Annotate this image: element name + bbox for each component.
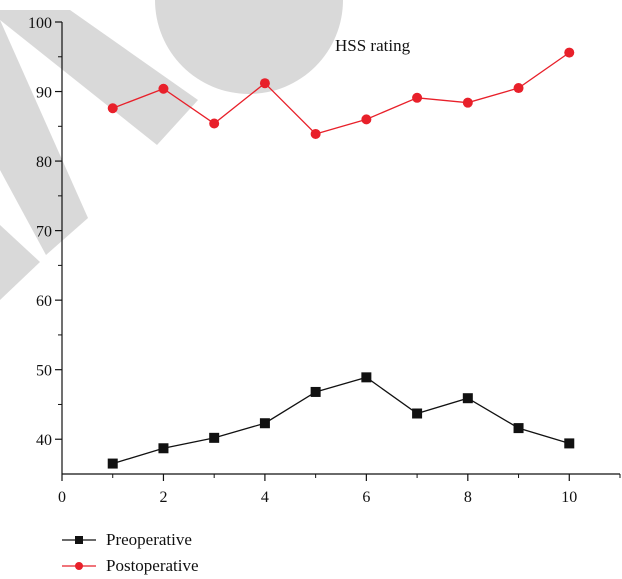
x-tick-label-10: 10 bbox=[561, 489, 577, 506]
legend-item-postoperative: Postoperative bbox=[62, 553, 199, 579]
point-preoperative-4 bbox=[259, 418, 270, 429]
point-preoperative-3 bbox=[209, 432, 220, 443]
point-preoperative-6 bbox=[361, 372, 372, 383]
y-tick-label-80: 80 bbox=[36, 154, 52, 171]
watermark-semicircle bbox=[155, 0, 343, 94]
y-tick-label-40: 40 bbox=[36, 432, 52, 449]
point-preoperative-1 bbox=[107, 458, 118, 469]
x-tick-label-4: 4 bbox=[261, 489, 269, 506]
point-postoperative-10 bbox=[564, 47, 575, 58]
point-preoperative-9 bbox=[513, 423, 524, 434]
legend-label-preoperative: Preoperative bbox=[106, 530, 192, 549]
chart-series bbox=[107, 47, 575, 469]
legend-item-preoperative: Preoperative bbox=[62, 527, 199, 553]
watermark-stroke-lower bbox=[0, 225, 40, 300]
y-tick-label-70: 70 bbox=[36, 224, 52, 241]
watermark-stroke-middle bbox=[0, 20, 88, 255]
point-postoperative-8 bbox=[462, 97, 473, 108]
x-tick-label-8: 8 bbox=[464, 489, 472, 506]
point-preoperative-5 bbox=[310, 386, 321, 397]
y-tick-label-50: 50 bbox=[36, 363, 52, 380]
series-line-postoperative bbox=[112, 52, 570, 135]
x-tick-label-0: 0 bbox=[58, 489, 66, 506]
point-postoperative-4 bbox=[259, 78, 270, 89]
point-preoperative-7 bbox=[412, 408, 423, 419]
series-line-preoperative bbox=[112, 376, 570, 465]
y-tick-label-60: 60 bbox=[36, 293, 52, 310]
point-postoperative-2 bbox=[158, 83, 169, 94]
x-tick-label-6: 6 bbox=[362, 489, 370, 506]
legend-swatch-preoperative bbox=[62, 536, 96, 544]
point-postoperative-3 bbox=[209, 118, 220, 129]
watermark-stroke-upper bbox=[0, 10, 198, 145]
point-preoperative-8 bbox=[462, 393, 473, 404]
legend-label-postoperative: Postoperative bbox=[106, 556, 199, 575]
y-tick-label-90: 90 bbox=[36, 85, 52, 102]
hss-line-chart: 40 50 60 70 80 90 100 0 2 4 6 8 10 HSS rating bbox=[0, 0, 621, 506]
point-preoperative-10 bbox=[564, 438, 575, 449]
point-preoperative-2 bbox=[158, 443, 169, 454]
chart-axes: 40 50 60 70 80 90 100 0 2 4 6 8 10 bbox=[28, 15, 621, 506]
x-tick-label-2: 2 bbox=[159, 489, 167, 506]
point-postoperative-1 bbox=[107, 103, 118, 114]
point-postoperative-9 bbox=[513, 83, 524, 94]
watermark-shape bbox=[0, 0, 343, 300]
point-postoperative-7 bbox=[412, 92, 423, 103]
chart-annotation: HSS rating bbox=[335, 36, 411, 55]
point-postoperative-6 bbox=[361, 114, 372, 125]
y-tick-label-100: 100 bbox=[28, 15, 52, 32]
point-postoperative-5 bbox=[310, 128, 321, 139]
chart-legend: Preoperative Postoperative bbox=[62, 527, 199, 579]
legend-swatch-postoperative bbox=[62, 562, 96, 570]
